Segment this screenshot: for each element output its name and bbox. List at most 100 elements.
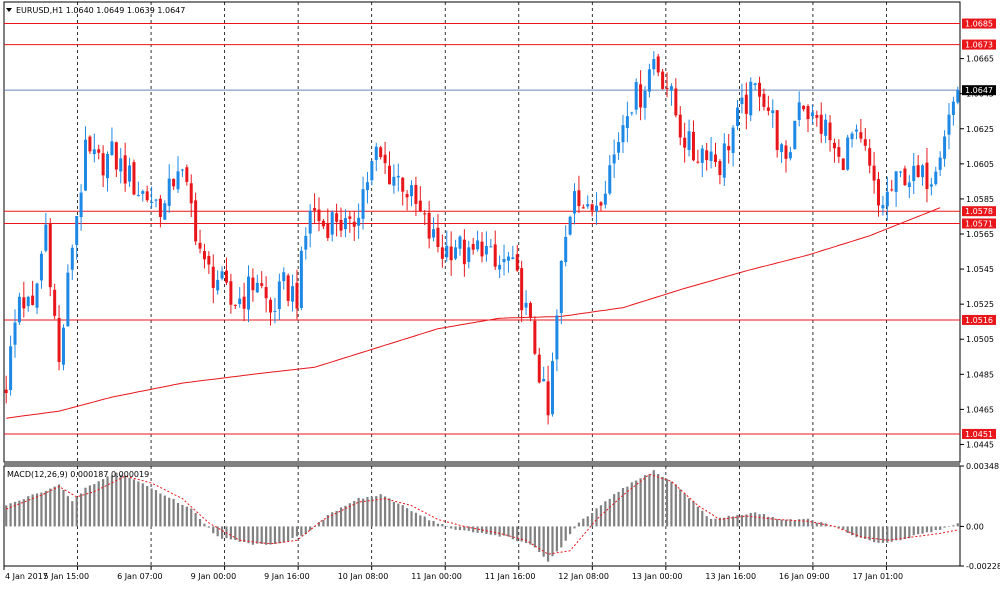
bear-candle-body xyxy=(832,142,836,149)
bear-candle-body xyxy=(260,283,264,286)
macd-histogram-bar xyxy=(881,526,885,543)
macd-histogram-bar xyxy=(401,505,404,527)
macd-histogram-bar xyxy=(326,514,329,527)
bull-candle-body xyxy=(365,182,369,191)
bear-candle-body xyxy=(639,84,643,108)
bull-candle-body xyxy=(374,146,378,160)
y-tick-label: 1.0505 xyxy=(966,335,994,344)
bear-candle-body xyxy=(590,204,594,211)
macd-histogram-bar xyxy=(793,520,796,527)
macd-histogram-bar xyxy=(375,496,378,527)
macd-histogram-bar xyxy=(674,484,677,527)
bear-candle-body xyxy=(758,82,762,97)
bull-candle-body xyxy=(550,361,554,415)
macd-histogram-bar xyxy=(163,495,166,527)
level-price-tag xyxy=(962,18,996,29)
bull-candle-body xyxy=(343,218,347,230)
bull-candle-body xyxy=(854,129,858,132)
bear-candle-body xyxy=(744,94,748,114)
macd-histogram-bar xyxy=(828,526,832,527)
macd-histogram-bar xyxy=(573,526,576,529)
bull-candle-body xyxy=(740,97,744,105)
macd-histogram-bar xyxy=(344,505,347,527)
macd-histogram-bar xyxy=(850,526,854,536)
macd-histogram-bar xyxy=(353,500,356,527)
macd-histogram-bar xyxy=(190,508,193,527)
macd-histogram-bar xyxy=(683,493,686,527)
bull-candle-body xyxy=(484,246,488,255)
macd-histogram-bar xyxy=(458,526,462,531)
macd-histogram-bar xyxy=(176,502,180,527)
bear-candle-body xyxy=(537,354,541,383)
macd-histogram-bar xyxy=(428,520,431,527)
macd-histogram-bar xyxy=(696,506,699,527)
macd-histogram-bar xyxy=(489,526,492,535)
bull-candle-body xyxy=(498,264,502,270)
macd-histogram-bar xyxy=(18,500,21,527)
macd-histogram-bar xyxy=(5,505,8,527)
bear-candle-body xyxy=(387,165,391,185)
macd-histogram-bar xyxy=(582,518,585,527)
bull-candle-body xyxy=(894,171,898,192)
macd-histogram-bar xyxy=(784,519,788,527)
macd-histogram-bar xyxy=(154,490,158,527)
macd-histogram-bar xyxy=(520,526,523,542)
bear-candle-body xyxy=(828,122,832,141)
bull-candle-body xyxy=(9,346,13,391)
macd-histogram-bar xyxy=(903,526,907,540)
bull-candle-body xyxy=(947,114,951,135)
bull-candle-body xyxy=(308,210,312,234)
macd-y-tick-label: 0.00348 xyxy=(966,462,999,471)
bull-candle-body xyxy=(39,253,43,281)
macd-histogram-bar xyxy=(780,519,783,527)
macd-histogram-bar xyxy=(480,526,484,533)
bull-candle-body xyxy=(141,191,145,194)
macd-histogram-bar xyxy=(679,489,682,527)
bear-candle-body xyxy=(132,162,136,195)
bull-candle-body xyxy=(119,158,123,172)
macd-histogram-bar xyxy=(335,510,338,527)
bull-candle-body xyxy=(476,240,480,250)
bull-candle-body xyxy=(951,101,955,115)
macd-histogram-bar xyxy=(701,510,704,527)
macd-histogram-bar xyxy=(868,526,871,541)
bear-candle-body xyxy=(436,227,440,247)
bull-candle-body xyxy=(573,191,577,214)
bull-candle-body xyxy=(934,171,938,185)
bear-candle-body xyxy=(471,244,475,250)
bear-candle-body xyxy=(101,153,105,176)
macd-histogram-bar xyxy=(256,526,259,544)
y-tick-label: 1.0585 xyxy=(966,195,994,204)
macd-histogram-bar xyxy=(709,518,713,527)
bear-candle-body xyxy=(295,282,299,309)
chart-symbol-header: EURUSD,H1 1.0640 1.0649 1.0639 1.0647 xyxy=(16,6,185,15)
macd-histogram-bar xyxy=(657,473,660,527)
current-price-tag xyxy=(962,85,996,96)
macd-histogram-bar xyxy=(185,506,188,527)
bull-candle-body xyxy=(291,286,295,302)
bear-candle-body xyxy=(890,189,894,191)
bear-candle-body xyxy=(405,194,409,198)
macd-histogram-bar xyxy=(260,526,263,545)
macd-histogram-bar xyxy=(494,526,497,536)
macd-histogram-bar xyxy=(419,515,422,527)
macd-histogram-bar xyxy=(846,526,849,533)
macd-histogram-bar xyxy=(569,526,572,535)
bull-candle-body xyxy=(282,272,286,282)
bear-candle-body xyxy=(683,137,687,148)
macd-histogram-bar xyxy=(608,498,611,527)
x-tick-label: 10 Jan 08:00 xyxy=(338,572,389,581)
macd-y-tick-label: 0.00 xyxy=(966,522,984,531)
bull-candle-body xyxy=(13,322,17,345)
y-tick-label: 1.0445 xyxy=(966,440,994,449)
level-price-label: 1.0571 xyxy=(965,219,993,228)
bull-candle-body xyxy=(647,69,651,92)
macd-histogram-bar xyxy=(639,478,642,527)
macd-histogram-bar xyxy=(62,489,65,527)
macd-histogram-bar xyxy=(251,526,255,545)
bull-candle-body xyxy=(17,296,21,323)
macd-histogram-bar xyxy=(732,516,735,527)
macd-histogram-bar xyxy=(917,526,920,535)
